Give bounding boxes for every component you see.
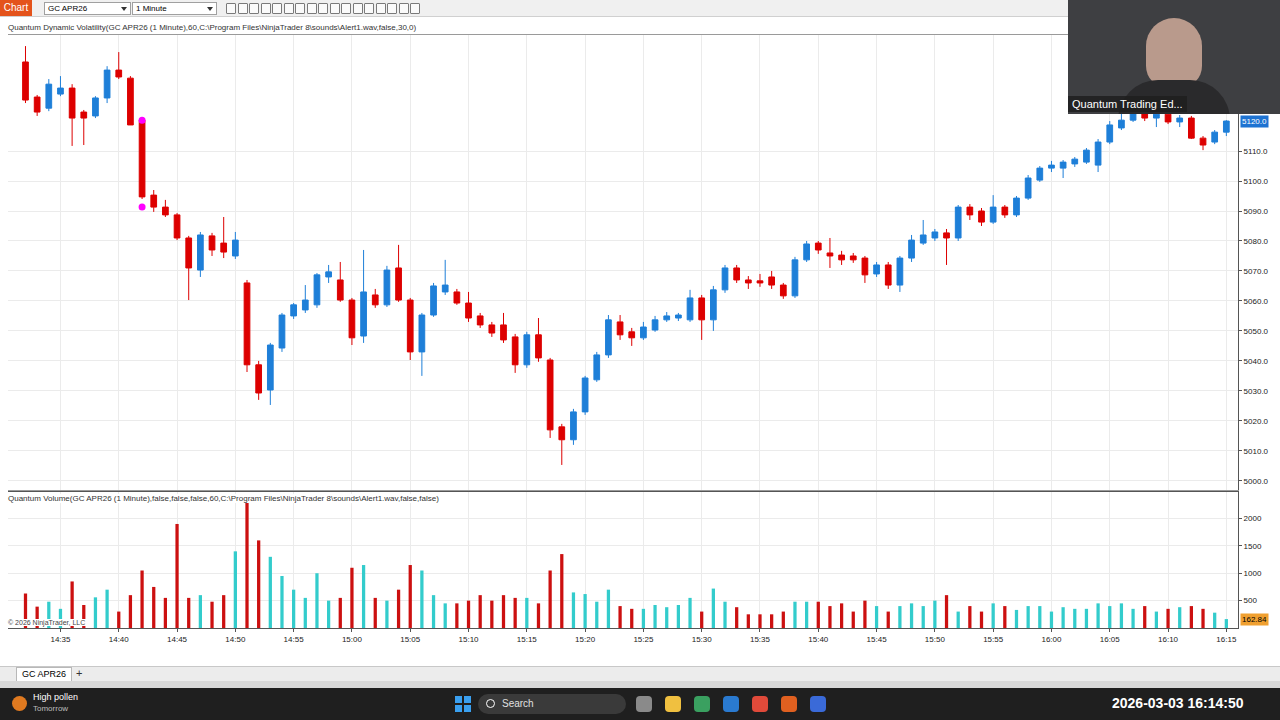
html-text:Tomorrow: Tomorrow bbox=[33, 704, 69, 713]
svg-text:14:45: 14:45 bbox=[167, 635, 188, 644]
svg-text:15:10: 15:10 bbox=[459, 635, 480, 644]
html-text:Quantum Volume(GC APR26 (1 Min: Quantum Volume(GC APR26 (1 Minute),false… bbox=[8, 494, 439, 503]
svg-text:16:15: 16:15 bbox=[1216, 635, 1237, 644]
svg-text:14:40: 14:40 bbox=[109, 635, 130, 644]
svg-text:16:00: 16:00 bbox=[1041, 635, 1062, 644]
svg-text:5110.0: 5110.0 bbox=[1244, 147, 1268, 156]
html-text:Quantum Dynamic Volatility(GC: Quantum Dynamic Volatility(GC APR26 (1 M… bbox=[8, 23, 417, 32]
html-text:Chart: Chart bbox=[3, 2, 29, 13]
svg-text:5030.0: 5030.0 bbox=[1244, 387, 1269, 396]
svg-text:14:35: 14:35 bbox=[50, 635, 71, 644]
svg-text:5070.0: 5070.0 bbox=[1244, 267, 1269, 276]
svg-text:500: 500 bbox=[1244, 596, 1258, 605]
svg-text:5000.0: 5000.0 bbox=[1244, 477, 1269, 486]
svg-text:15:50: 15:50 bbox=[925, 635, 946, 644]
html-text:Search: Search bbox=[502, 698, 534, 709]
svg-text:1000: 1000 bbox=[1244, 569, 1262, 578]
svg-text:15:35: 15:35 bbox=[750, 635, 771, 644]
html-text:1 Minute: 1 Minute bbox=[136, 4, 167, 13]
html-text:© 2026 NinjaTrader, LLC: © 2026 NinjaTrader, LLC bbox=[8, 619, 86, 626]
svg-text:2000: 2000 bbox=[1244, 514, 1262, 523]
svg-text:15:20: 15:20 bbox=[575, 635, 596, 644]
svg-text:15:25: 15:25 bbox=[633, 635, 654, 644]
html-text:High pollen: High pollen bbox=[33, 692, 78, 702]
svg-text:5050.0: 5050.0 bbox=[1244, 327, 1269, 336]
svg-text:5010.0: 5010.0 bbox=[1244, 447, 1269, 456]
html-text:Quantum Trading Ed...: Quantum Trading Ed... bbox=[1072, 98, 1183, 110]
html-text:GC APR26: GC APR26 bbox=[22, 669, 66, 679]
svg-text:15:05: 15:05 bbox=[400, 635, 421, 644]
svg-text:162.84: 162.84 bbox=[1242, 615, 1267, 624]
svg-text:5120.0: 5120.0 bbox=[1242, 117, 1267, 126]
svg-text:16:10: 16:10 bbox=[1158, 635, 1179, 644]
svg-text:5040.0: 5040.0 bbox=[1244, 357, 1269, 366]
svg-text:5100.0: 5100.0 bbox=[1244, 177, 1269, 186]
svg-text:15:40: 15:40 bbox=[808, 635, 829, 644]
svg-text:5020.0: 5020.0 bbox=[1244, 417, 1269, 426]
svg-text:15:55: 15:55 bbox=[983, 635, 1004, 644]
svg-text:14:50: 14:50 bbox=[225, 635, 246, 644]
svg-text:15:00: 15:00 bbox=[342, 635, 363, 644]
svg-text:15:30: 15:30 bbox=[692, 635, 713, 644]
html-text:GC APR26: GC APR26 bbox=[48, 4, 88, 13]
html-text:2026-03-03 16:14:50: 2026-03-03 16:14:50 bbox=[1112, 695, 1244, 711]
svg-text:5060.0: 5060.0 bbox=[1244, 297, 1269, 306]
svg-text:15:15: 15:15 bbox=[517, 635, 538, 644]
svg-text:15:45: 15:45 bbox=[867, 635, 888, 644]
svg-text:1500: 1500 bbox=[1244, 542, 1262, 551]
svg-text:5090.0: 5090.0 bbox=[1244, 207, 1269, 216]
svg-text:14:55: 14:55 bbox=[284, 635, 305, 644]
svg-text:5080.0: 5080.0 bbox=[1244, 237, 1269, 246]
svg-text:16:05: 16:05 bbox=[1100, 635, 1121, 644]
